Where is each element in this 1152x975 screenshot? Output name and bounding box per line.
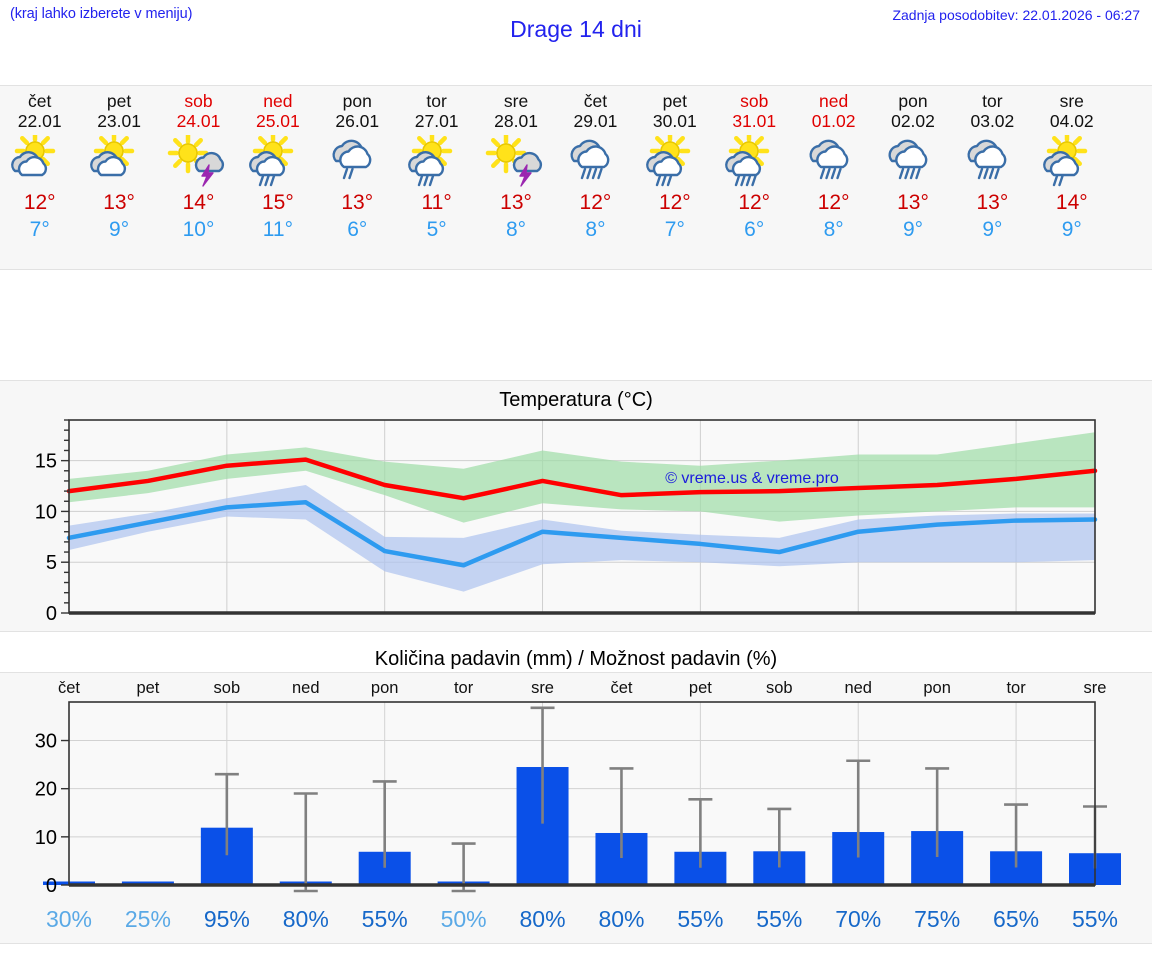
day-of-week: ned bbox=[263, 91, 293, 111]
day-date: 23.01 bbox=[97, 111, 141, 131]
day-date: 22.01 bbox=[17, 111, 62, 131]
day-of-week: pet bbox=[662, 91, 687, 111]
day-column[interactable]: čet 29.01 12° 8° bbox=[556, 86, 635, 269]
max-temperature: 14° bbox=[1055, 191, 1088, 214]
day-of-week: čet bbox=[28, 91, 52, 111]
min-temperature: 6° bbox=[744, 218, 765, 241]
day-column[interactable]: pet 30.01 12° 7° bbox=[635, 86, 714, 269]
sun-cloud-rain-heavy-icon bbox=[719, 135, 789, 187]
precipitation-chart-panel bbox=[0, 672, 1152, 944]
min-temperature: 5° bbox=[426, 218, 447, 241]
cloud-rain-icon bbox=[878, 135, 948, 187]
day-column[interactable]: sre 28.01 13° 8° bbox=[476, 86, 555, 269]
max-temperature: 12° bbox=[579, 191, 612, 214]
day-column[interactable]: tor 27.01 11° 5° bbox=[397, 86, 476, 269]
day-date: 24.01 bbox=[176, 111, 221, 131]
day-date: 27.01 bbox=[414, 111, 459, 131]
day-of-week: sre bbox=[1059, 91, 1084, 111]
day-column[interactable]: pon 02.02 13° 9° bbox=[873, 86, 952, 269]
min-temperature: 8° bbox=[506, 218, 527, 241]
page-title: Drage 14 dni bbox=[510, 16, 642, 42]
max-temperature: 14° bbox=[182, 191, 215, 214]
sun-cloud-rain-icon bbox=[402, 135, 472, 187]
max-temperature: 13° bbox=[341, 191, 374, 214]
max-temperature: 13° bbox=[897, 191, 929, 214]
last-update-text: Zadnja posodobitev: 22.01.2026 - 06:27 bbox=[892, 7, 1140, 23]
day-of-week: pon bbox=[342, 91, 372, 111]
day-column[interactable]: pon 26.01 13° 6° bbox=[318, 86, 397, 269]
min-temperature: 9° bbox=[109, 218, 130, 241]
day-column[interactable]: čet 22.01 12° 7° bbox=[0, 86, 79, 269]
day-of-week: tor bbox=[982, 91, 1003, 111]
day-date: 01.02 bbox=[811, 111, 856, 131]
max-temperature: 12° bbox=[658, 191, 691, 214]
day-date: 25.01 bbox=[255, 111, 300, 131]
min-temperature: 7° bbox=[664, 218, 685, 241]
day-of-week: čet bbox=[583, 91, 608, 111]
max-temperature: 12° bbox=[23, 191, 56, 214]
day-column[interactable]: ned 01.02 12° 8° bbox=[794, 86, 873, 269]
sun-cloud-thunder-icon bbox=[481, 135, 551, 187]
day-column[interactable]: ned 25.01 15° 11° bbox=[238, 86, 317, 269]
min-temperature: 9° bbox=[982, 218, 1003, 241]
sun-cloud-rain-icon bbox=[243, 135, 313, 187]
min-temperature: 6° bbox=[347, 218, 368, 241]
day-of-week: sre bbox=[503, 91, 529, 111]
precipitation-chart-title: Količina padavin (mm) / Možnost padavin … bbox=[374, 648, 778, 670]
min-temperature: 8° bbox=[585, 218, 606, 241]
day-of-week: tor bbox=[426, 91, 447, 111]
daily-forecast-strip: čet 22.01 12° 7° pet 23.01 13° 9° sob 24.01 14° 10°… bbox=[0, 85, 1152, 270]
min-temperature: 9° bbox=[902, 218, 924, 241]
sun-cloud-icon bbox=[84, 135, 154, 187]
day-date: 02.02 bbox=[891, 111, 935, 131]
day-date: 30.01 bbox=[652, 111, 697, 131]
day-column[interactable]: sob 24.01 14° 10° bbox=[159, 86, 238, 269]
temperature-chart-panel bbox=[0, 380, 1152, 632]
day-of-week: pet bbox=[106, 91, 132, 111]
cloud-rain-icon bbox=[799, 135, 869, 187]
day-of-week: sob bbox=[184, 91, 213, 111]
min-temperature: 10° bbox=[182, 218, 215, 241]
cloud-rain-light-icon bbox=[322, 135, 392, 187]
day-of-week: pon bbox=[898, 91, 928, 111]
day-column[interactable]: tor 03.02 13° 9° bbox=[953, 86, 1032, 269]
day-date: 29.01 bbox=[573, 111, 618, 131]
sun-cloud-rain-icon bbox=[640, 135, 710, 187]
sun-cloud-rain-light-icon bbox=[1037, 135, 1107, 187]
day-date: 28.01 bbox=[494, 111, 538, 131]
min-temperature: 11° bbox=[262, 218, 293, 241]
min-temperature: 9° bbox=[1061, 218, 1082, 241]
page-header: (kraj lahko izberete v meniju) Drage 14 … bbox=[0, 0, 1152, 62]
min-temperature: 8° bbox=[823, 218, 844, 241]
temperature-chart-title: Temperatura (°C) bbox=[499, 389, 653, 411]
day-of-week: ned bbox=[819, 91, 849, 111]
max-temperature: 12° bbox=[738, 191, 771, 214]
day-of-week: sob bbox=[740, 91, 769, 111]
max-temperature: 13° bbox=[500, 191, 532, 214]
day-date: 31.01 bbox=[732, 111, 777, 131]
sun-cloud-thunder-icon bbox=[163, 135, 233, 187]
day-column[interactable]: sob 31.01 12° 6° bbox=[715, 86, 794, 269]
day-column[interactable]: sre 04.02 14° 9° bbox=[1032, 86, 1111, 269]
day-date: 03.02 bbox=[970, 111, 1015, 131]
sun-cloud-icon bbox=[5, 135, 75, 187]
max-temperature: 13° bbox=[976, 191, 1009, 214]
cloud-rain-icon bbox=[957, 135, 1027, 187]
max-temperature: 13° bbox=[103, 191, 135, 214]
max-temperature: 15° bbox=[261, 191, 294, 214]
day-date: 04.02 bbox=[1049, 111, 1094, 131]
max-temperature: 12° bbox=[817, 191, 850, 214]
day-date: 26.01 bbox=[335, 111, 380, 131]
day-column[interactable]: pet 23.01 13° 9° bbox=[79, 86, 158, 269]
cloud-rain-icon bbox=[560, 135, 630, 187]
max-temperature: 11° bbox=[421, 191, 452, 214]
min-temperature: 7° bbox=[29, 218, 50, 241]
menu-hint-text: (kraj lahko izberete v meniju) bbox=[10, 6, 193, 22]
